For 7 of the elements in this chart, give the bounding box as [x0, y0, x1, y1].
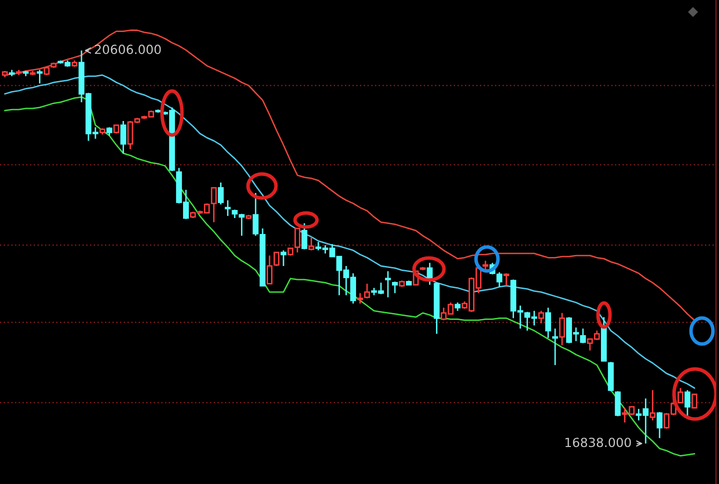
annotation: 20606.000: [94, 44, 161, 54]
candlestick: [224, 200, 231, 217]
candlestick: [552, 328, 558, 366]
candlestick: [545, 307, 552, 339]
candlestick: [120, 120, 126, 154]
candlestick: [559, 312, 565, 346]
annotation: 16838.000: [566, 438, 631, 448]
